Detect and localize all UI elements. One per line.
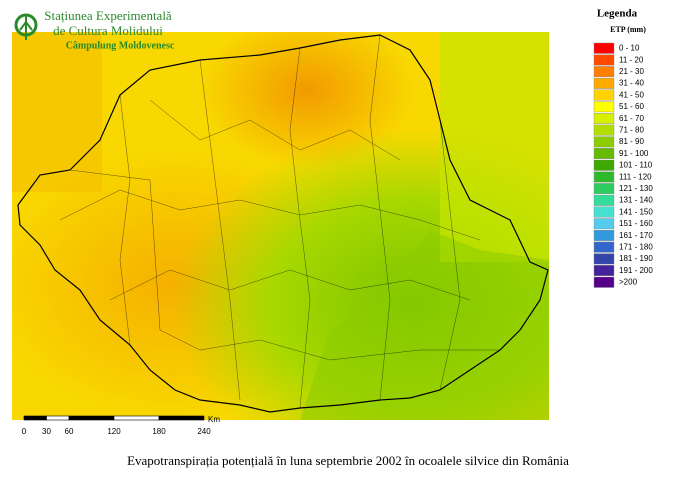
legend-label: 171 - 180 bbox=[619, 243, 653, 252]
legend-label: 11 - 20 bbox=[619, 55, 644, 64]
legend-swatch bbox=[593, 66, 615, 78]
logo bbox=[14, 13, 38, 40]
legend-label: 31 - 40 bbox=[619, 79, 644, 88]
legend-swatch bbox=[593, 77, 615, 89]
legend-swatch bbox=[593, 42, 615, 54]
legend-label: 181 - 190 bbox=[619, 254, 653, 263]
legend-label: 151 - 160 bbox=[619, 219, 653, 228]
header-subtitle: Câmpulung Moldovenesc bbox=[66, 40, 175, 51]
legend-swatch bbox=[593, 183, 615, 195]
legend-swatch bbox=[593, 89, 615, 101]
map bbox=[12, 32, 549, 420]
legend-swatch bbox=[593, 171, 615, 183]
legend-label: 141 - 150 bbox=[619, 207, 653, 216]
legend-label: 21 - 30 bbox=[619, 67, 644, 76]
legend-label: 131 - 140 bbox=[619, 196, 653, 205]
legend-swatch bbox=[593, 253, 615, 265]
scale-label: 120 bbox=[107, 427, 121, 436]
legend-swatch bbox=[593, 206, 615, 218]
legend-swatch bbox=[593, 218, 615, 230]
legend-label: 161 - 170 bbox=[619, 231, 653, 240]
caption: Evapotranspirația potențială în luna sep… bbox=[127, 453, 569, 468]
legend-label: >200 bbox=[619, 278, 638, 287]
scale-segment bbox=[158, 415, 205, 421]
scale-label: 180 bbox=[152, 427, 166, 436]
legend-swatch bbox=[593, 101, 615, 113]
legend-swatch bbox=[593, 229, 615, 241]
legend-label: 81 - 90 bbox=[619, 137, 644, 146]
legend-swatch bbox=[593, 148, 615, 160]
legend-label: 41 - 50 bbox=[619, 90, 644, 99]
scale-segment bbox=[46, 415, 70, 421]
legend-swatch bbox=[593, 112, 615, 124]
legend: 0 - 10 11 - 20 21 - 30 31 - 40 41 - 50 51 - 6… bbox=[593, 42, 653, 288]
legend-swatch bbox=[593, 194, 615, 206]
legend-label: 111 - 120 bbox=[619, 172, 652, 181]
scale-label: 0 bbox=[22, 427, 27, 436]
legend-unit: ETP (mm) bbox=[610, 25, 646, 34]
legend-swatch bbox=[593, 241, 615, 253]
scale-unit: Km bbox=[208, 415, 220, 424]
header-title: Stațiunea Experimentală bbox=[44, 8, 172, 23]
legend-label: 61 - 70 bbox=[619, 114, 644, 123]
legend-swatch bbox=[593, 54, 615, 66]
legend-label: 121 - 130 bbox=[619, 184, 653, 193]
scale-segment bbox=[68, 415, 115, 421]
legend-swatch bbox=[593, 136, 615, 148]
legend-label: 71 - 80 bbox=[619, 126, 644, 135]
scale-label: 60 bbox=[65, 427, 74, 436]
legend-swatch bbox=[593, 124, 615, 136]
legend-swatch bbox=[593, 276, 615, 288]
legend-label: 0 - 10 bbox=[619, 44, 640, 53]
legend-swatch bbox=[593, 265, 615, 276]
scale-segment bbox=[23, 415, 47, 421]
header-title: de Cultura Molidului bbox=[53, 23, 163, 38]
legend-label: 51 - 60 bbox=[619, 102, 644, 111]
legend-title: Legenda bbox=[597, 8, 638, 20]
scale-segment bbox=[113, 415, 160, 421]
scale-bar: 0 30 60 120 180 240 bbox=[22, 415, 211, 436]
scale-label: 30 bbox=[42, 427, 51, 436]
legend-label: 91 - 100 bbox=[619, 149, 649, 158]
legend-label: 101 - 110 bbox=[619, 161, 653, 170]
scale-label: 240 bbox=[197, 427, 211, 436]
legend-swatch bbox=[593, 159, 615, 171]
legend-label: 191 - 200 bbox=[619, 266, 653, 275]
